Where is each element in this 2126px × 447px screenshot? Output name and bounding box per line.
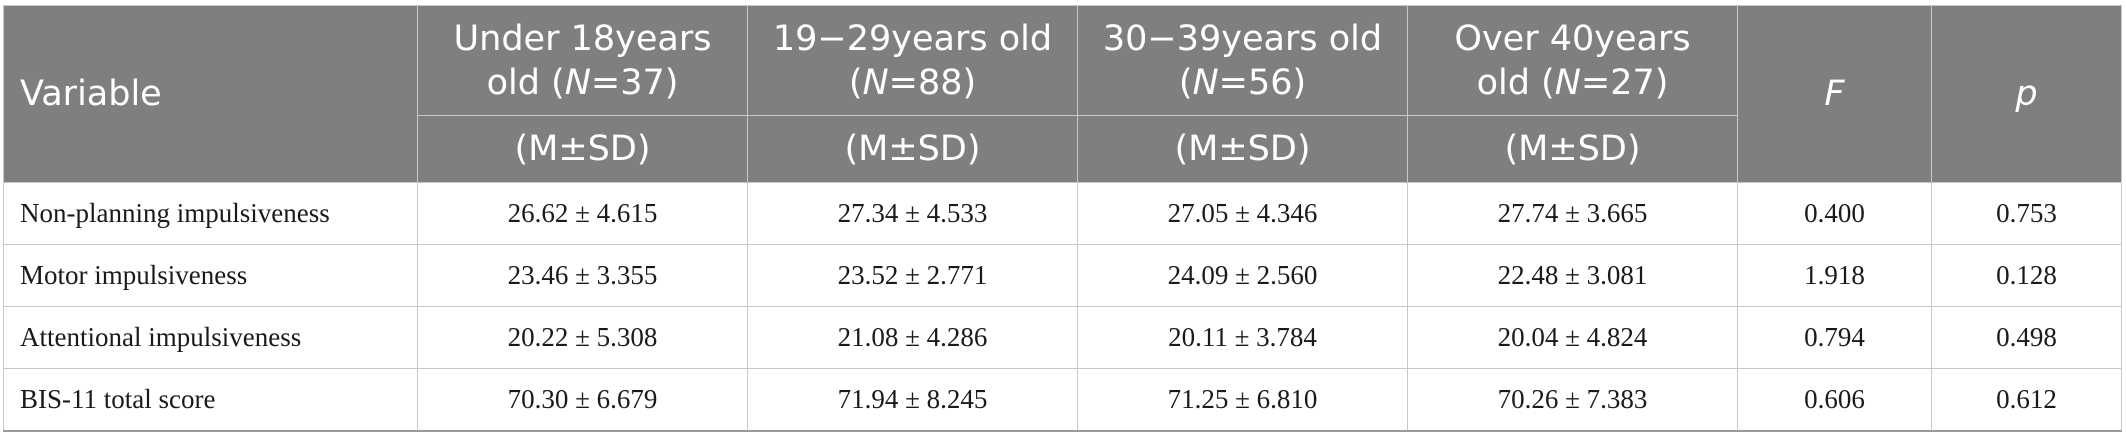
- mean-sd-cell: 27.74 ± 3.665: [1407, 182, 1738, 245]
- stat-header: (M±SD): [417, 115, 748, 183]
- stat-header: (M±SD): [1077, 115, 1408, 183]
- group-header-line1: Over 40years: [1454, 18, 1691, 59]
- group-header-n-value: =88): [888, 62, 977, 103]
- mean-sd-cell: 71.25 ± 6.810: [1077, 368, 1408, 432]
- table-row: BIS-11 total score 70.30 ± 6.679 71.94 ±…: [3, 368, 2122, 432]
- n-symbol: N: [1554, 62, 1581, 103]
- mean-sd-cell: 23.46 ± 3.355: [417, 244, 748, 307]
- table-row: Non-planning impulsiveness 26.62 ± 4.615…: [3, 182, 2122, 245]
- group-header-under-18: Under 18years old (N=37): [417, 5, 748, 116]
- group-header-n-value: =56): [1218, 62, 1307, 103]
- group-header-line2-pre: (: [1178, 62, 1193, 103]
- stat-header: (M±SD): [747, 115, 1078, 183]
- group-header-line2-pre: old (: [1476, 62, 1555, 103]
- group-header-over-40: Over 40years old (N=27): [1407, 5, 1738, 116]
- mean-sd-cell: 71.94 ± 8.245: [747, 368, 1078, 432]
- f-statistic-header: F: [1737, 5, 1932, 183]
- group-header-line1: Under 18years: [453, 18, 712, 59]
- impulsiveness-by-age-table: Variable Under 18years old (N=37) 19−29y…: [3, 5, 2122, 432]
- p-value-cell: 0.612: [1931, 368, 2122, 432]
- mean-sd-cell: 70.30 ± 6.679: [417, 368, 748, 432]
- n-symbol: N: [564, 62, 591, 103]
- mean-sd-cell: 23.52 ± 2.771: [747, 244, 1078, 307]
- row-label: Non-planning impulsiveness: [3, 182, 418, 245]
- mean-sd-cell: 20.11 ± 3.784: [1077, 306, 1408, 369]
- group-header-line1: 30−39years old: [1102, 18, 1383, 59]
- f-value-cell: 1.918: [1737, 244, 1932, 307]
- table-row: Attentional impulsiveness 20.22 ± 5.308 …: [3, 306, 2122, 369]
- group-header-30-39: 30−39years old (N=56): [1077, 5, 1408, 116]
- n-symbol: N: [1192, 62, 1219, 103]
- p-value-cell: 0.753: [1931, 182, 2122, 245]
- group-header-line1: 19−29years old: [772, 18, 1053, 59]
- mean-sd-cell: 21.08 ± 4.286: [747, 306, 1078, 369]
- f-value-cell: 0.400: [1737, 182, 1932, 245]
- stat-header: (M±SD): [1407, 115, 1738, 183]
- table-header: Variable Under 18years old (N=37) 19−29y…: [3, 5, 2122, 183]
- group-header-n-value: =27): [1580, 62, 1669, 103]
- group-header-line2-pre: (: [848, 62, 863, 103]
- mean-sd-cell: 70.26 ± 7.383: [1407, 368, 1738, 432]
- group-header-line2-pre: old (: [486, 62, 565, 103]
- f-value-cell: 0.606: [1737, 368, 1932, 432]
- p-value-header: p: [1931, 5, 2122, 183]
- header-row-stats: (M±SD) (M±SD) (M±SD) (M±SD): [4, 115, 2122, 183]
- mean-sd-cell: 27.05 ± 4.346: [1077, 182, 1408, 245]
- header-row-groups: Variable Under 18years old (N=37) 19−29y…: [3, 5, 2122, 183]
- group-header-n-value: =37): [590, 62, 679, 103]
- row-label: Motor impulsiveness: [3, 244, 418, 307]
- p-value-cell: 0.128: [1931, 244, 2122, 307]
- table-row: Motor impulsiveness 23.46 ± 3.355 23.52 …: [3, 244, 2122, 307]
- mean-sd-cell: 24.09 ± 2.560: [1077, 244, 1408, 307]
- mean-sd-cell: 22.48 ± 3.081: [1407, 244, 1738, 307]
- p-value-cell: 0.498: [1931, 306, 2122, 369]
- f-value-cell: 0.794: [1737, 306, 1932, 369]
- n-symbol: N: [862, 62, 889, 103]
- table-body: Non-planning impulsiveness 26.62 ± 4.615…: [3, 182, 2122, 432]
- variable-header: Variable: [3, 5, 418, 183]
- mean-sd-cell: 20.22 ± 5.308: [417, 306, 748, 369]
- mean-sd-cell: 27.34 ± 4.533: [747, 182, 1078, 245]
- row-label: BIS-11 total score: [3, 368, 418, 432]
- mean-sd-cell: 20.04 ± 4.824: [1407, 306, 1738, 369]
- row-label: Attentional impulsiveness: [3, 306, 418, 369]
- group-header-19-29: 19−29years old (N=88): [747, 5, 1078, 116]
- mean-sd-cell: 26.62 ± 4.615: [417, 182, 748, 245]
